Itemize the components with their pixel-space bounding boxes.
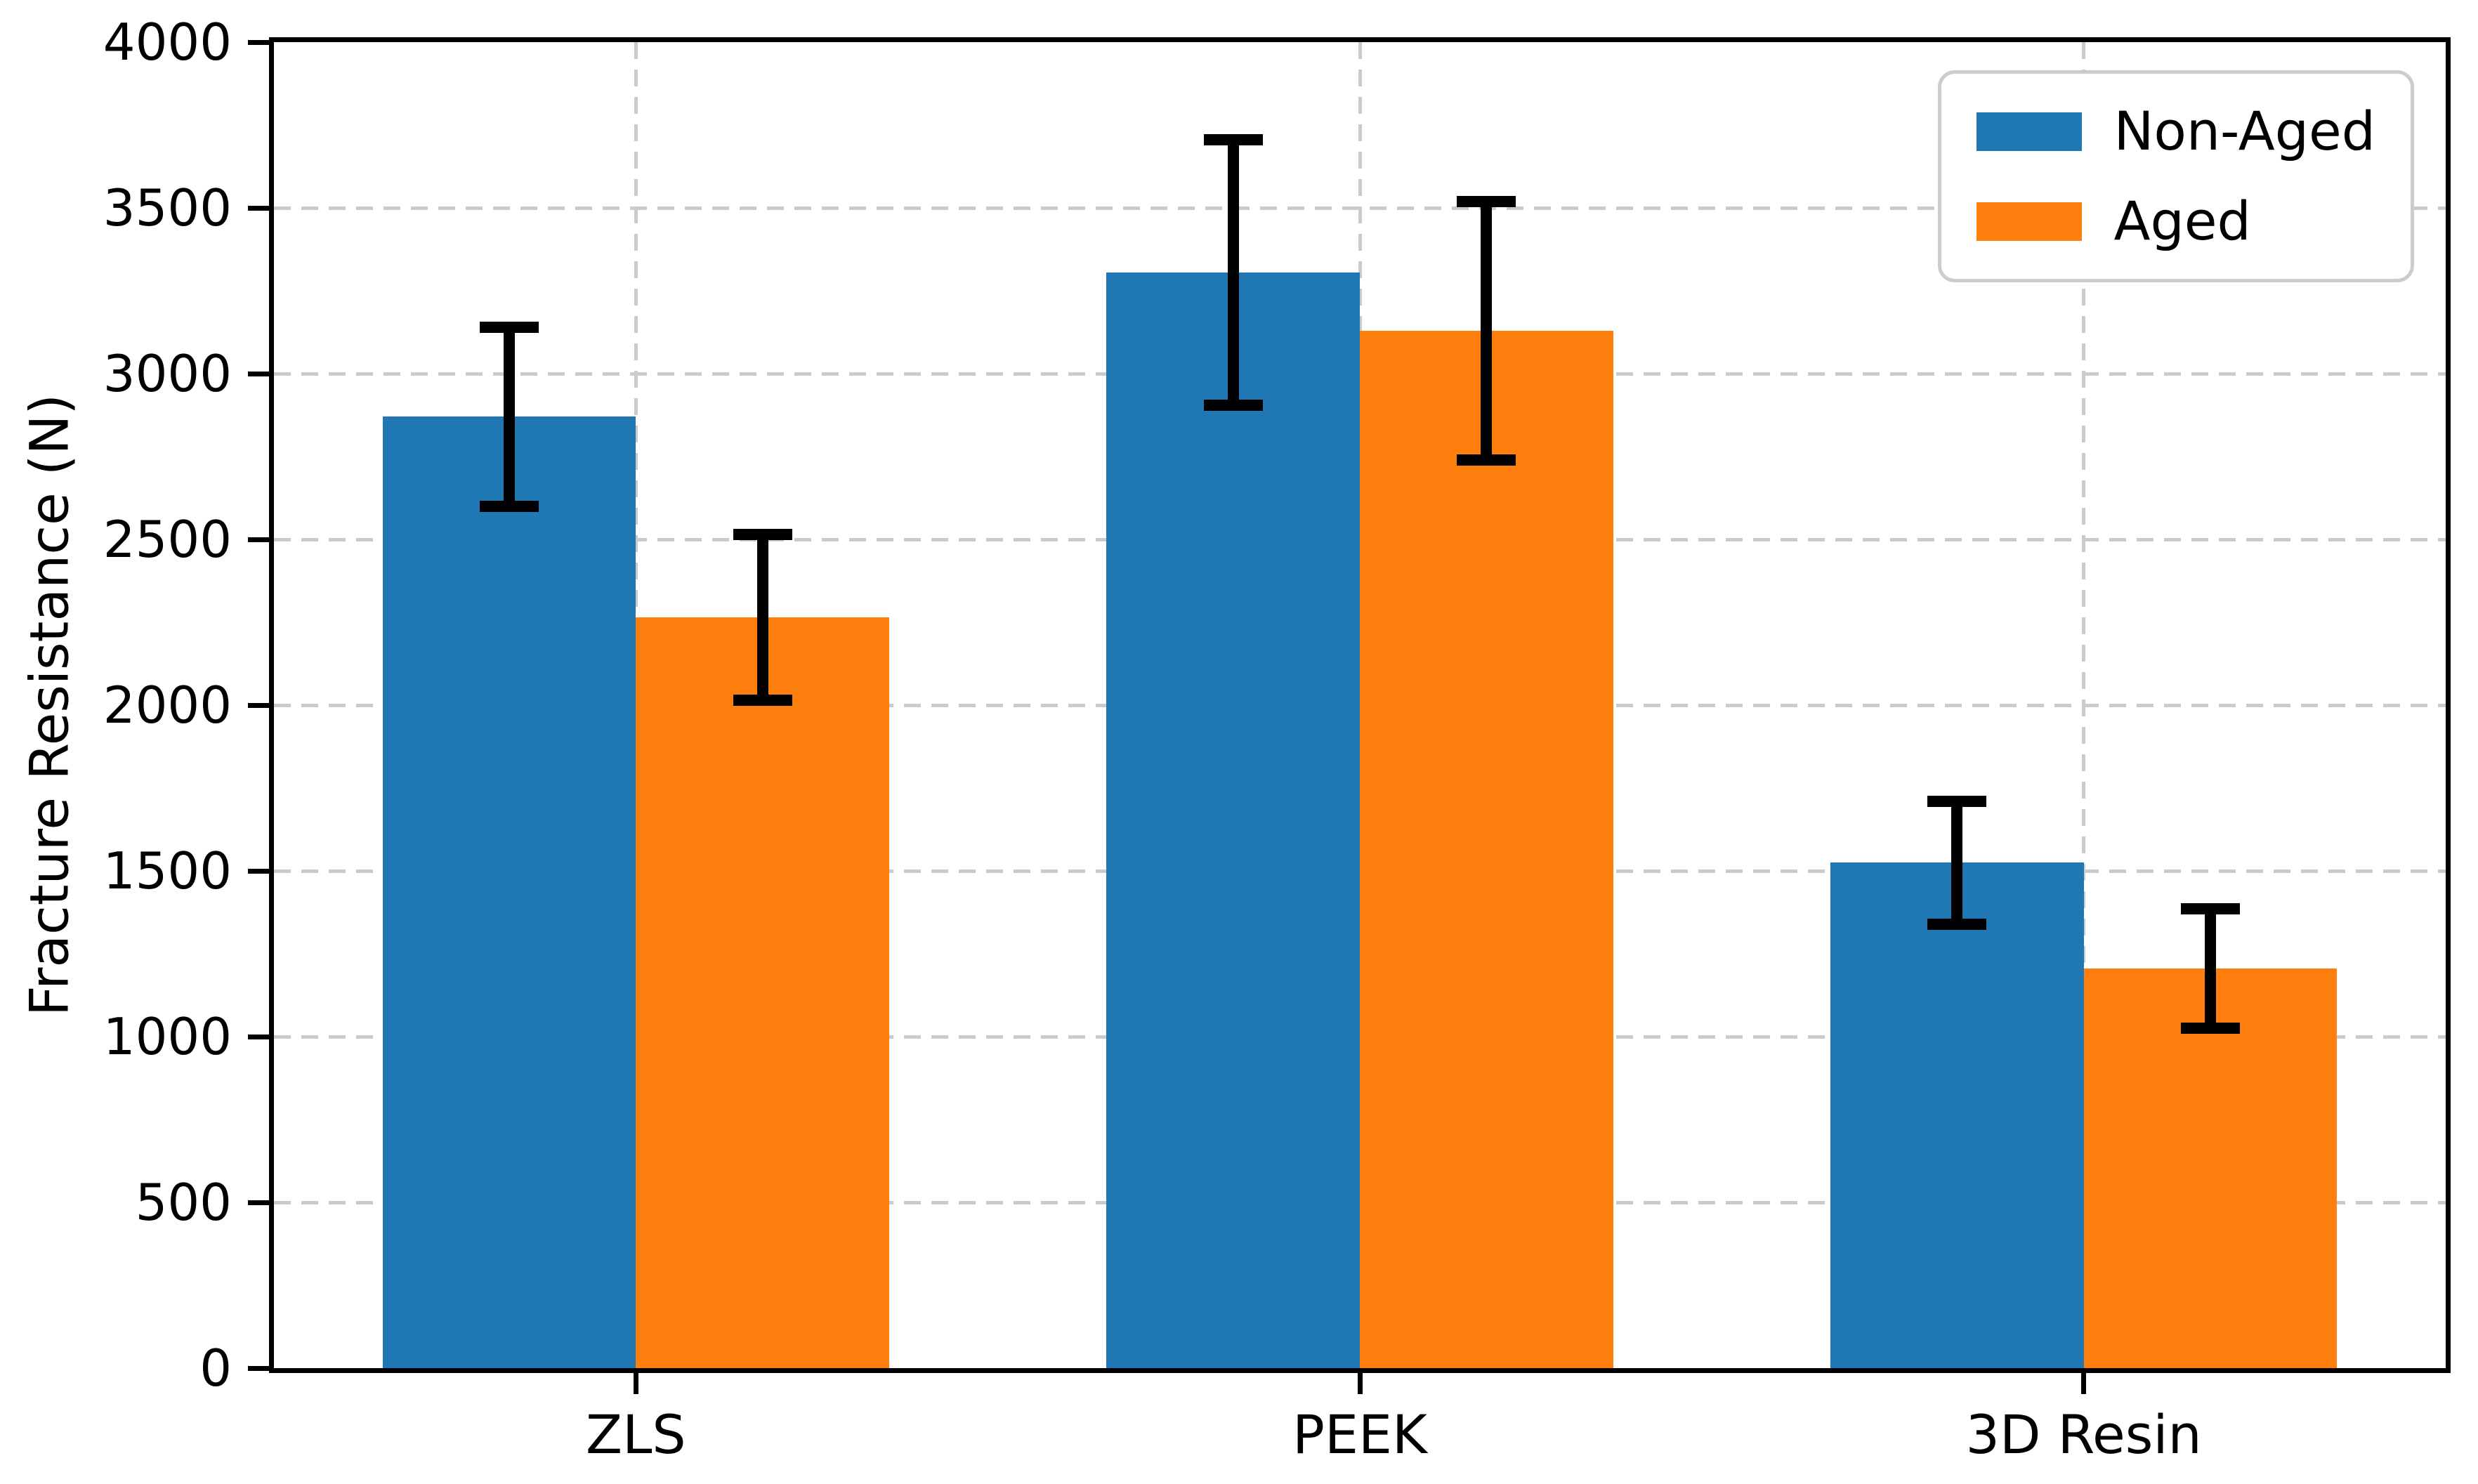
errorbar-aged-3d-resin — [2205, 909, 2217, 1029]
y-tick-label-0: 0 — [199, 1339, 232, 1398]
x-tick-mark-peek — [1357, 1373, 1363, 1394]
y-tick-mark-2000 — [248, 702, 269, 708]
errorbar-non-aged-zls-cap-top — [479, 321, 539, 333]
errorbar-aged-peek-cap-bottom — [1457, 454, 1516, 466]
y-tick-label-4000: 4000 — [103, 13, 232, 72]
bar-non-aged-peek — [1106, 272, 1360, 1368]
x-tick-mark-zls — [633, 1373, 638, 1394]
errorbar-aged-zls-cap-bottom — [733, 694, 792, 706]
errorbar-non-aged-zls-cap-bottom — [479, 500, 539, 512]
errorbar-non-aged-peek-cap-top — [1203, 134, 1263, 146]
errorbar-non-aged-peek-cap-bottom — [1203, 399, 1263, 411]
errorbar-aged-3d-resin-cap-bottom — [2181, 1023, 2241, 1035]
errorbar-aged-peek-cap-top — [1457, 195, 1516, 207]
legend: Non-Aged Aged — [1938, 70, 2414, 282]
y-tick-mark-500 — [248, 1200, 269, 1205]
y-tick-label-500: 500 — [135, 1173, 232, 1232]
gridline-vertical-3d-resin — [2082, 42, 2086, 1368]
y-tick-label-1000: 1000 — [103, 1007, 232, 1066]
y-tick-mark-1000 — [248, 1034, 269, 1039]
plot-area: Non-Aged Aged — [269, 37, 2451, 1373]
errorbar-aged-3d-resin-cap-top — [2181, 903, 2241, 915]
y-tick-label-3500: 3500 — [103, 178, 232, 237]
errorbar-aged-zls-cap-top — [733, 528, 792, 540]
legend-item-aged: Aged — [1976, 193, 2375, 249]
y-tick-label-3000: 3000 — [103, 344, 232, 403]
y-tick-label-1500: 1500 — [103, 841, 232, 900]
bar-non-aged-3d-resin — [1830, 862, 2084, 1368]
error-bars-layer — [274, 42, 2446, 1368]
y-tick-mark-3000 — [248, 371, 269, 376]
legend-swatch-non-aged — [1976, 112, 2083, 151]
errorbar-non-aged-3d-resin-cap-bottom — [1927, 918, 1987, 930]
x-tick-label-3d-resin: 3D Resin — [1965, 1403, 2202, 1466]
legend-label-non-aged: Non-Aged — [2113, 100, 2375, 162]
x-tick-label-peek: PEEK — [1292, 1403, 1427, 1466]
bar-aged-zls — [636, 617, 890, 1368]
errorbar-aged-peek — [1481, 201, 1493, 460]
errorbar-non-aged-3d-resin-cap-top — [1927, 795, 1987, 807]
errorbar-non-aged-peek — [1227, 140, 1239, 405]
y-tick-mark-0 — [248, 1365, 269, 1371]
x-tick-mark-3d-resin — [2081, 1373, 2087, 1394]
errorbar-aged-zls — [756, 534, 768, 700]
y-tick-mark-2500 — [248, 537, 269, 542]
y-tick-mark-4000 — [248, 39, 269, 45]
y-tick-label-2000: 2000 — [103, 676, 232, 735]
x-tick-label-zls: ZLS — [586, 1403, 686, 1466]
bar-non-aged-zls — [382, 416, 636, 1368]
y-tick-label-2500: 2500 — [103, 510, 232, 569]
legend-label-aged: Aged — [2113, 190, 2251, 252]
bar-aged-peek — [1360, 330, 1613, 1368]
bar-aged-3d-resin — [2083, 968, 2338, 1368]
legend-item-non-aged: Non-Aged — [1976, 103, 2375, 159]
errorbar-non-aged-3d-resin — [1951, 801, 1963, 924]
y-tick-mark-3500 — [248, 205, 269, 211]
y-tick-mark-1500 — [248, 868, 269, 874]
errorbar-non-aged-zls — [503, 327, 515, 506]
legend-swatch-aged — [1976, 202, 2083, 241]
bars-layer — [274, 42, 2446, 1368]
